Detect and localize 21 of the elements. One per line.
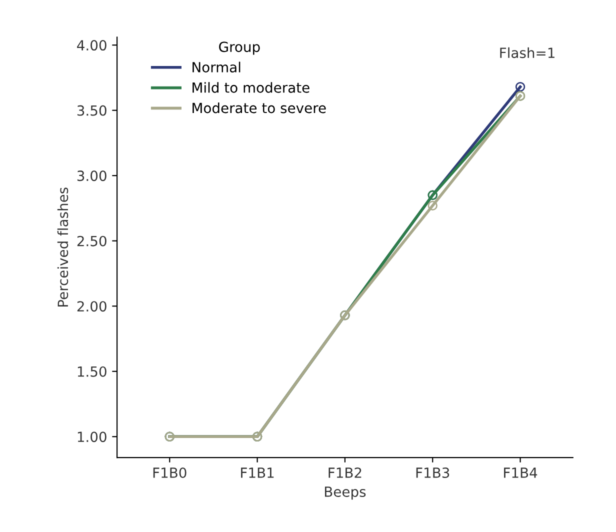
annotation: Flash=1 [500, 47, 554, 58]
x-tick-label: F1B3 [416, 467, 450, 478]
y-tick-label: 2.00 [77, 301, 106, 312]
x-tick-label: F1B4 [504, 468, 538, 478]
y-tick-label: 4.00 [77, 40, 106, 51]
x-axis-title: Beeps [324, 486, 366, 500]
legend-label: Mild to moderate [192, 82, 310, 93]
point [428, 200, 438, 210]
y-axis-title: Perceived flashes [57, 188, 68, 306]
legend-label: Normal [192, 62, 240, 72]
y-tick-label: 3.00 [77, 170, 106, 182]
point [515, 82, 526, 92]
legend-label: Moderate to severe [192, 102, 326, 114]
y-tick-label: 3.50 [77, 105, 106, 116]
x-tick-label: F1B2 [328, 467, 362, 478]
legend-title: Group [219, 42, 260, 55]
x-tick-label: F1B0 [153, 467, 186, 478]
y-tick-label: 1.00 [78, 432, 106, 442]
y-tick-label: 1.50 [78, 366, 106, 377]
x-tick-label: F1B1 [241, 468, 274, 478]
y-tick-label: 2.50 [77, 236, 106, 246]
